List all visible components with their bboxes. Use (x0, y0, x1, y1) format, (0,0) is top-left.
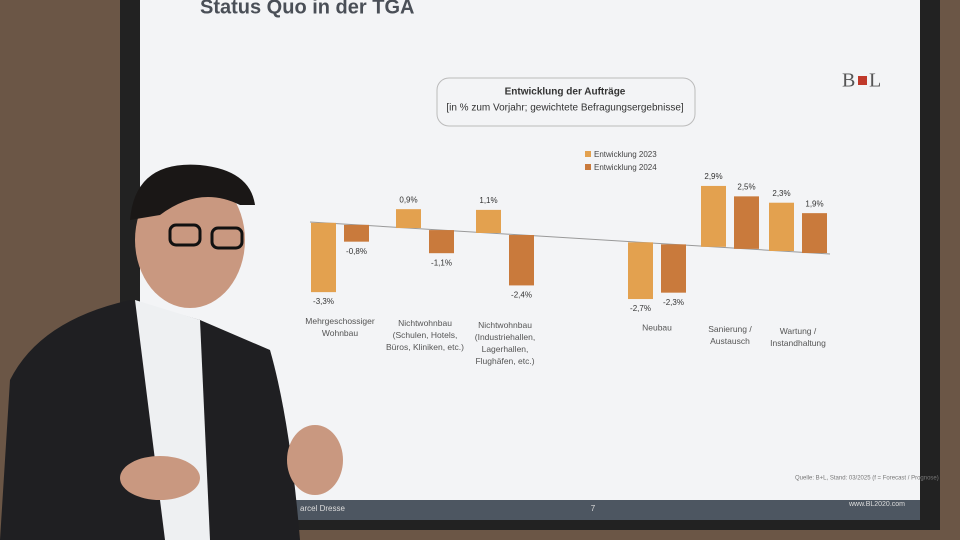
glasses-left (168, 223, 202, 247)
title-box (436, 77, 696, 127)
url: www.BL2020.com (848, 501, 905, 508)
x-tick-label: Nichtwohnbau (Industriehallen, Lagerhallen… (475, 320, 535, 366)
bar (661, 244, 686, 293)
hair (130, 164, 255, 220)
bar (476, 209, 501, 233)
bar (311, 222, 336, 293)
x-tick-label: Wartung / Instandhaltung (770, 326, 826, 348)
x-tick-label: Neubau (642, 322, 672, 332)
x-tick-label: Mehrgeschossiger Wohnbau (305, 316, 375, 338)
logo-square (858, 76, 867, 85)
value-label: -3,3% (313, 297, 334, 306)
logo-b: B (842, 70, 855, 92)
glasses-right (210, 226, 244, 250)
value-label: 1,1% (479, 196, 497, 205)
logo-l: L (869, 70, 881, 92)
page-number: 7 (591, 504, 596, 513)
legend-label: Entwicklung 2023 (594, 150, 657, 159)
x-tick-label: Nichtwohnbau (Schulen, Hotels, Büros, Klin… (386, 318, 464, 352)
legend-swatch (585, 151, 591, 157)
source: Quelle: B+L, Stand: 03/2025 (f = Forecas… (795, 476, 939, 482)
bar (396, 209, 421, 229)
value-label: 2,3% (772, 189, 790, 198)
bar (344, 224, 369, 242)
slide-title: Status Quo in der TGA (200, 0, 414, 18)
value-label: 0,9% (399, 195, 417, 204)
bar (429, 230, 454, 254)
hand-left (120, 456, 200, 500)
value-label: -2,3% (663, 298, 684, 307)
chart-subtitle: [in % zum Vorjahr; gewichtete Befragungs… (446, 103, 684, 114)
footer-bar (140, 500, 920, 520)
bar (509, 235, 534, 286)
legend-label: Entwicklung 2024 (594, 163, 657, 172)
bar (802, 213, 827, 254)
value-label: 2,5% (737, 182, 755, 191)
bar (734, 196, 759, 249)
value-label: -2,4% (511, 291, 532, 300)
hand-right (287, 425, 343, 495)
chart-title: Entwicklung der Aufträge (505, 87, 626, 98)
value-label: -2,7% (630, 304, 651, 313)
value-label: 2,9% (704, 172, 722, 181)
value-label: -0,8% (346, 247, 367, 256)
x-tick-label: Sanierung / Austausch (708, 324, 752, 346)
bar (769, 202, 794, 252)
bar (701, 185, 726, 247)
presenter: arcel Dresse (300, 504, 345, 513)
legend-swatch (585, 164, 591, 170)
chart: Entwicklung 2023 Entwicklung 2024 -3,3% 0,9… (305, 150, 831, 366)
bar (628, 242, 653, 300)
presenter-figure (0, 164, 343, 540)
value-label: 1,9% (805, 199, 823, 208)
value-label: -1,1% (431, 258, 452, 267)
